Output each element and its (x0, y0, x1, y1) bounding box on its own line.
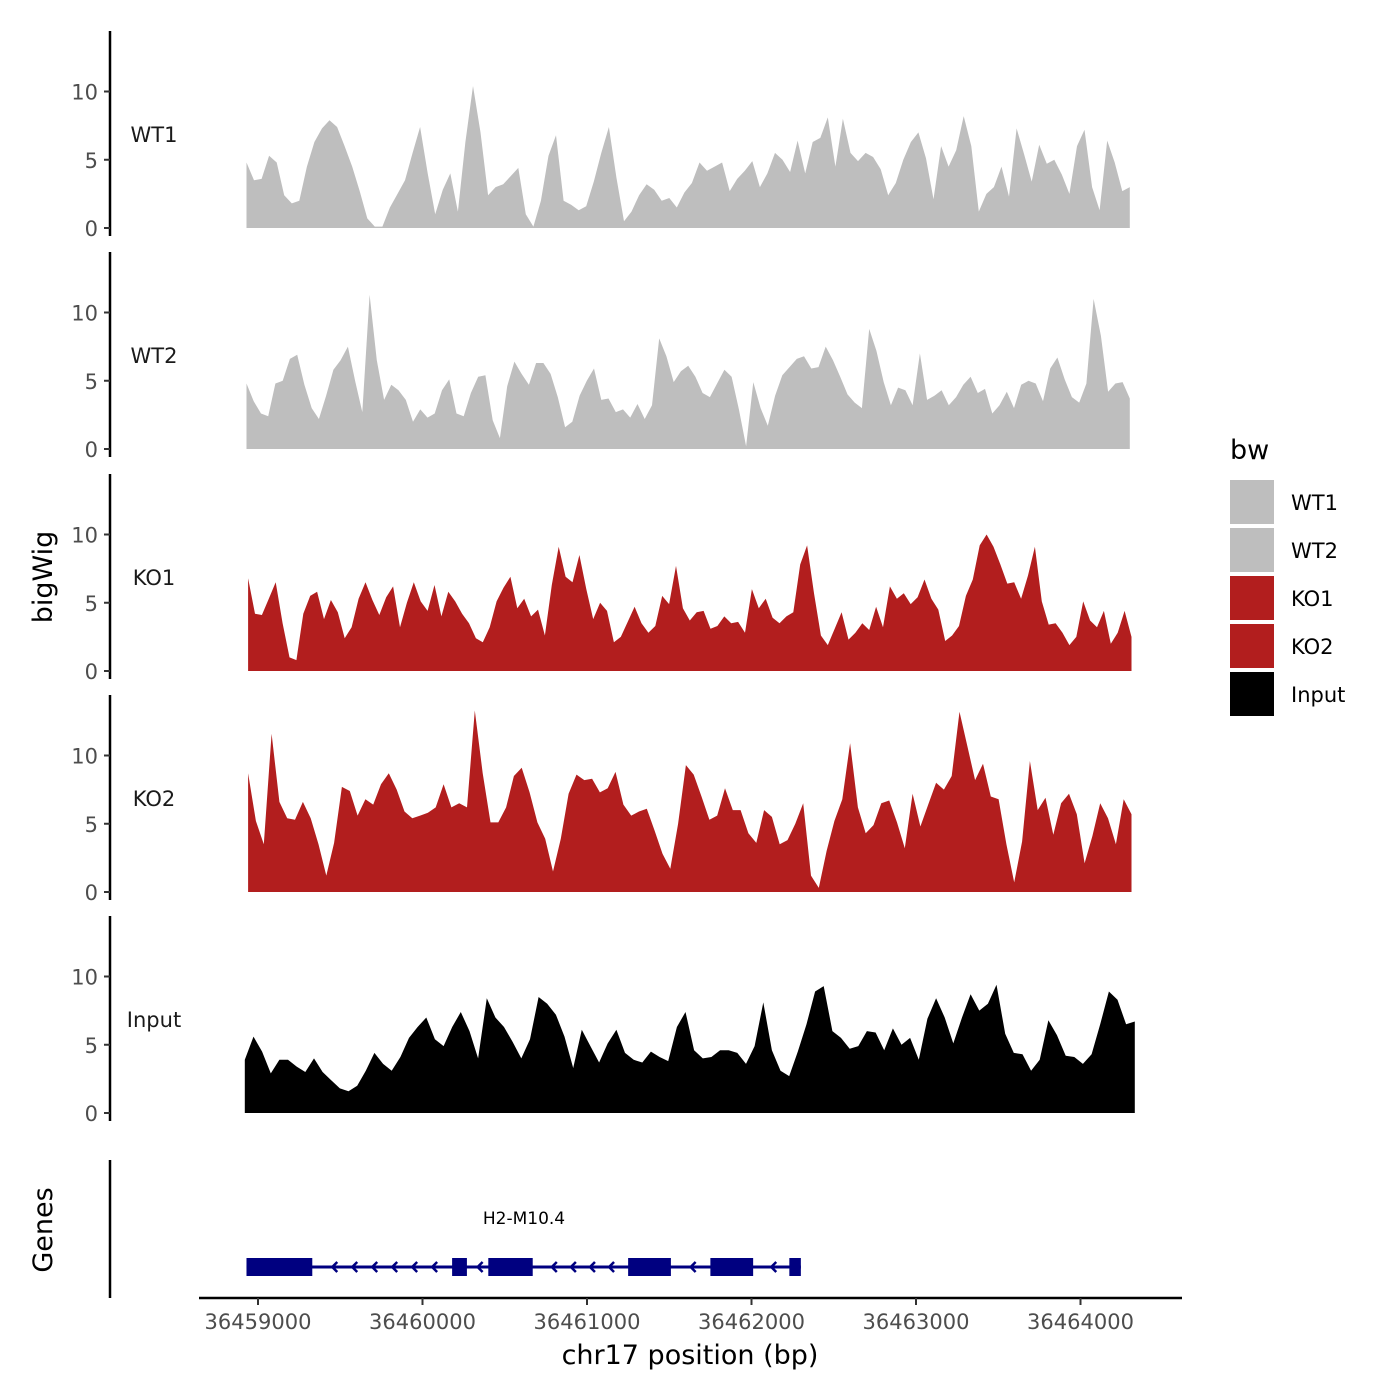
bigwig-tracks: 0 5 10 WT1 0 5 10 WT2 0 5 10 KO1 0 5 10 KO2 0 5 10 Input (71, 31, 1135, 1126)
track-input: 0 5 10 Input (71, 916, 1135, 1126)
y-tick-label: 10 (71, 966, 98, 990)
legend-label: Input (1291, 683, 1345, 707)
coverage-area (244, 984, 1135, 1113)
legend-item-ko1: KO1 (1230, 576, 1334, 620)
y-tick-label: 0 (85, 1102, 98, 1126)
coverage-area (246, 294, 1130, 449)
y-tick-label: 10 (71, 524, 98, 548)
x-axis: 36459000 36460000 36461000 36462000 36463000… (199, 1296, 1182, 1334)
track-label: WT1 (131, 123, 178, 147)
legend-item-input: Input (1230, 672, 1345, 716)
y-tick-label: 0 (85, 881, 98, 905)
exon-block (628, 1258, 671, 1276)
x-tick-label: 36461000 (534, 1310, 641, 1334)
strand-arrow (330, 1261, 339, 1273)
track-label: KO2 (133, 787, 176, 811)
legend-swatch (1230, 624, 1274, 668)
x-tick-label: 36459000 (205, 1310, 312, 1334)
track-label: WT2 (131, 344, 178, 368)
strand-arrow (769, 1261, 778, 1273)
y-tick-label: 0 (85, 217, 98, 241)
y-tick-label: 10 (71, 81, 98, 105)
exon-block (246, 1258, 313, 1276)
y-tick-label: 0 (85, 660, 98, 684)
exon-block (710, 1258, 754, 1276)
y-tick-label: 5 (85, 149, 98, 173)
strand-arrow (390, 1261, 399, 1273)
track-wt2: 0 5 10 WT2 (71, 252, 1130, 462)
gene-track-panel: H2-M10.4 (108, 1160, 801, 1298)
y-tick-label: 10 (71, 745, 98, 769)
exon-block (488, 1258, 533, 1276)
strand-arrow (430, 1261, 439, 1273)
strand-arrow (370, 1261, 379, 1273)
strand-arrow (410, 1261, 419, 1273)
x-tick-label: 36463000 (863, 1310, 970, 1334)
track-ko1: 0 5 10 KO1 (71, 474, 1132, 684)
strand-arrow (607, 1261, 615, 1273)
legend-item-wt1: WT1 (1230, 480, 1338, 524)
y-tick-label: 0 (85, 438, 98, 462)
legend: bw WT1 WT2 KO1 KO2 Input (1230, 435, 1345, 716)
x-tick-label: 36462000 (698, 1310, 805, 1334)
track-label: Input (127, 1008, 181, 1032)
strand-arrow (569, 1261, 577, 1273)
legend-swatch (1230, 672, 1274, 716)
track-label: KO1 (133, 566, 176, 590)
legend-title: bw (1230, 435, 1269, 466)
exon-block (452, 1258, 467, 1276)
legend-label: KO2 (1291, 635, 1334, 659)
exon-block (789, 1258, 801, 1276)
strand-arrow (475, 1261, 484, 1273)
gene-name-label: H2-M10.4 (483, 1209, 565, 1229)
legend-item-ko2: KO2 (1230, 624, 1334, 668)
y-tick-label: 5 (85, 370, 98, 394)
strand-arrow (688, 1261, 697, 1273)
y-tick-label: 5 (85, 1034, 98, 1058)
track-ko2: 0 5 10 KO2 (71, 695, 1132, 905)
coverage-area (248, 534, 1132, 671)
legend-swatch (1230, 480, 1274, 524)
legend-label: KO1 (1291, 587, 1334, 611)
x-tick-label: 36460000 (369, 1310, 476, 1334)
legend-swatch (1230, 576, 1274, 620)
x-axis-title: chr17 position (bp) (562, 1340, 819, 1371)
legend-label: WT2 (1291, 539, 1338, 563)
strand-arrow (350, 1261, 359, 1273)
strand-arrow (588, 1261, 596, 1273)
gene-model: H2-M10.4 (246, 1209, 801, 1276)
y-axis-title: bigWig (28, 531, 59, 624)
coverage-area (246, 86, 1130, 228)
coverage-area (248, 710, 1132, 892)
y-tick-label: 10 (71, 302, 98, 326)
y-tick-label: 5 (85, 813, 98, 837)
y-tick-label: 5 (85, 592, 98, 616)
x-tick-label: 36464000 (1027, 1310, 1134, 1334)
genes-axis-title: Genes (28, 1187, 59, 1272)
legend-label: WT1 (1291, 491, 1338, 515)
strand-arrow (550, 1261, 558, 1273)
track-wt1: 0 5 10 WT1 (71, 31, 1130, 241)
legend-swatch (1230, 528, 1274, 572)
legend-item-wt2: WT2 (1230, 528, 1338, 572)
